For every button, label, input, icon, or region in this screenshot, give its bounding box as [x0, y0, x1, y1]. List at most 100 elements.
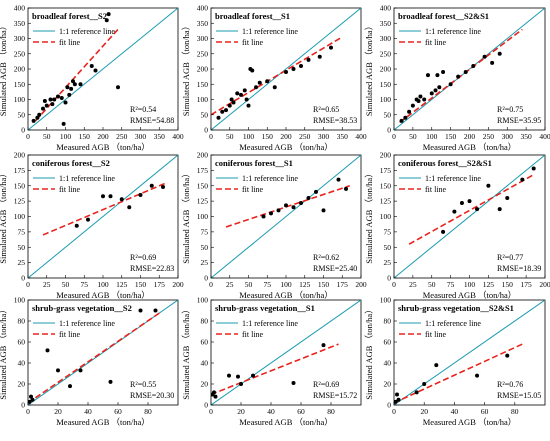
chart-3-point-21 [497, 51, 502, 56]
chart-6-point-5 [475, 207, 480, 212]
chart-1-xtick-label-4: 150 [79, 132, 91, 141]
chart-1-xtick-label-1: 0 [26, 132, 30, 141]
chart-7-point-5 [56, 368, 60, 373]
chart-4-xtick-label-4: 75 [81, 280, 89, 289]
chart-5-ytick-label-9: 200 [197, 151, 209, 160]
chart-5-point-7 [306, 196, 311, 201]
chart-8-ytick-label-5: 80 [201, 317, 209, 326]
chart-6-legend-fit-label: fit line [425, 185, 447, 194]
chart-7-ytick-label-2: 20 [18, 380, 26, 389]
chart-6-ylabel: Simulated AGB （ton/ha） [364, 169, 374, 263]
chart-2-point-16 [265, 79, 270, 84]
chart-4-xtick-label-5: 100 [97, 280, 109, 289]
chart-1-point-17 [71, 79, 75, 84]
chart-1-point-8 [50, 102, 55, 107]
chart-5-ytick-label-3: 50 [201, 243, 209, 252]
chart-6-plot-area [394, 155, 545, 278]
chart-2-point-17 [272, 85, 277, 90]
chart-2-point-20 [299, 63, 303, 68]
chart-2-ytick-label-5: 200 [197, 65, 209, 74]
chart-2-ytick-label-7: 300 [197, 34, 209, 43]
chart-2-xtick-label-9: 400 [355, 132, 367, 141]
chart-8-point-6 [239, 382, 243, 386]
chart-9-xtick-label-2: 20 [420, 407, 428, 416]
chart-4-xtick-label-8: 175 [154, 280, 166, 289]
chart-7-panel: 0 20 40 60 80 0 20 40 60 80 100 shrub-grass vegetat… [0, 296, 179, 427]
chart-4-point-6 [127, 205, 132, 210]
chart-1-point-21 [93, 68, 98, 73]
chart-6-xtick-label-4: 75 [447, 280, 455, 289]
chart-1-point-6 [44, 103, 49, 108]
chart-6-ytick-label-6: 125 [380, 197, 392, 206]
chart-7-ytick-label-6: 100 [14, 296, 26, 305]
chart-3-xtick-label-4: 150 [445, 132, 457, 141]
chart-8-point-7 [251, 373, 255, 378]
chart-7-xtick-label-2: 20 [54, 407, 62, 416]
chart-6-point-8 [505, 196, 510, 201]
chart-3-point-17 [463, 70, 468, 75]
chart-9-panel: 0 20 40 60 80 0 20 40 60 80 100 shrub-grass vegetat… [364, 296, 546, 427]
chart-1-ytick-label-8: 350 [14, 19, 26, 28]
chart-3-point-3 [407, 109, 412, 114]
chart-5-panel: 0 25 50 75 100 125 150 175 200 0 25 50 75 100 125 150 17… [181, 151, 367, 301]
chart-6-ytick-label-9: 200 [380, 151, 392, 160]
chart-3-point-9 [425, 73, 430, 78]
chart-2-ytick-label-9: 400 [197, 4, 209, 13]
chart-6-xlabel: Measured AGB （ton/ha） [423, 290, 517, 300]
chart-8-point-3 [213, 394, 218, 399]
chart-2-point-7 [235, 91, 240, 96]
chart-3-title: broadleaf forest__S2&S1 [398, 11, 489, 21]
chart-9-xtick-label-5: 80 [511, 407, 519, 416]
chart-5-legend-fit-label: fit line [242, 185, 264, 194]
chart-2-point-18 [284, 70, 288, 75]
chart-6-rmse: RMSE=18.39 [497, 264, 541, 273]
chart-5-xtick-label-9: 200 [355, 280, 367, 289]
chart-8-legend-ref-label: 1:1 reference line [242, 319, 298, 328]
chart-1-ytick-label-4: 150 [14, 80, 26, 89]
chart-6-ytick-label-1: 0 [387, 274, 391, 283]
chart-1-point-10 [56, 94, 60, 99]
chart-3-point-7 [418, 94, 423, 99]
chart-7-legend-ref-label: 1:1 reference line [59, 319, 115, 328]
chart-8-reference-line [211, 300, 361, 405]
chart-3-point-6 [416, 99, 421, 104]
chart-9-ytick-label-6: 100 [380, 296, 392, 305]
chart-8-plot-area [211, 300, 361, 405]
chart-2-point-4 [227, 103, 232, 108]
chart-1-point-20 [89, 63, 94, 68]
chart-8-point-2 [212, 390, 216, 395]
chart-7-legend-fit-label: fit line [59, 330, 81, 339]
chart-6-ytick-label-5: 100 [380, 212, 392, 221]
chart-4-ytick-label-9: 200 [14, 151, 26, 160]
chart-3-xtick-label-9: 400 [539, 132, 550, 141]
chart-1-legend-fit-label: fit line [59, 38, 81, 47]
chart-8-fit-line [211, 343, 339, 396]
chart-3-xtick-label-7: 300 [502, 132, 514, 141]
chart-2-point-11 [246, 103, 251, 108]
chart-6-xtick-label-9: 200 [539, 280, 550, 289]
chart-8-xtick-label-3: 40 [267, 407, 275, 416]
chart-1-xtick-label-9: 400 [172, 132, 184, 141]
chart-7-title: shrub-grass vegetation__S2 [32, 303, 132, 313]
chart-9-title: shrub-grass vegetation__S2&S1 [398, 303, 514, 313]
chart-5-ytick-label-4: 75 [201, 227, 209, 236]
chart-4-point-5 [119, 197, 124, 202]
chart-4-ytick-label-8: 175 [14, 166, 26, 175]
chart-5-ytick-label-1: 0 [204, 274, 208, 283]
chart-6-legend-ref-label: 1:1 reference line [425, 174, 481, 183]
chart-4-title: coniferous forest__S2 [32, 158, 110, 168]
chart-2-point-6 [231, 100, 236, 105]
chart-7-xlabel: Measured AGB （ton/ha） [56, 417, 150, 427]
chart-2-ytick-label-2: 50 [201, 110, 209, 119]
chart-8-ytick-label-1: 0 [204, 401, 208, 410]
chart-7-plot-area [28, 300, 178, 405]
chart-7-point-1 [28, 399, 32, 404]
chart-9-point-4 [414, 390, 419, 395]
chart-4-xtick-label-7: 150 [135, 280, 147, 289]
chart-3-ytick-label-9: 400 [380, 4, 392, 13]
chart-1-ytick-label-2: 50 [18, 110, 26, 119]
chart-8-xtick-label-1: 0 [209, 407, 213, 416]
chart-7-point-2 [29, 394, 33, 399]
chart-1-point-12 [61, 121, 66, 126]
